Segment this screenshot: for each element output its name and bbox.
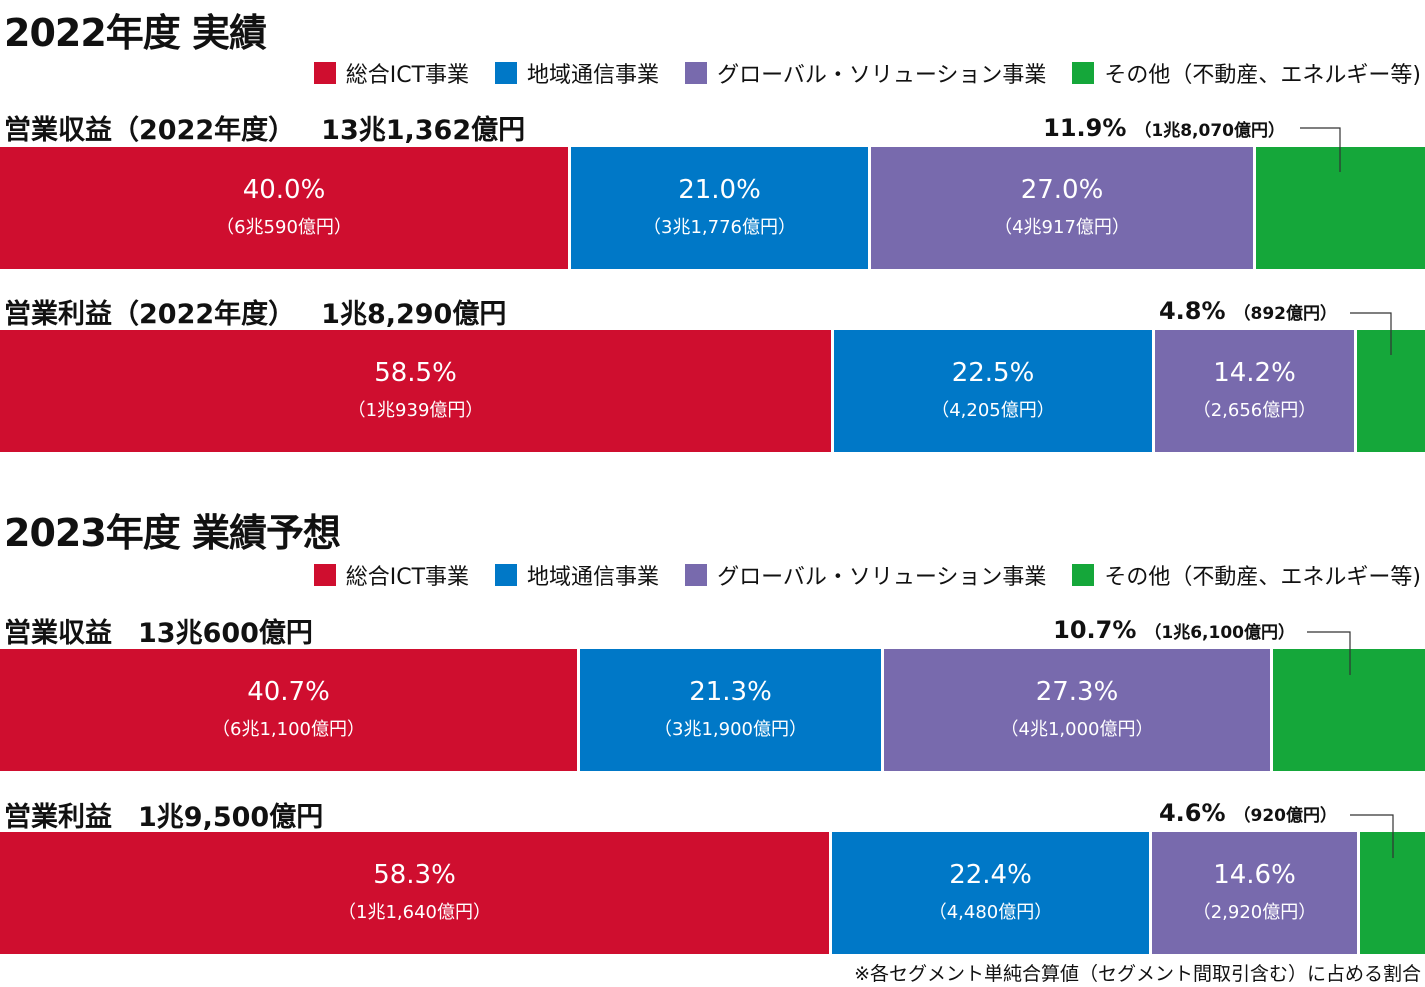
segment-pct: 27.0% xyxy=(1020,175,1104,205)
segment-amount: （1兆1,640億円） xyxy=(338,902,491,923)
section-title-2022: 2022年度 実績 xyxy=(4,11,267,55)
legend-swatch-global xyxy=(685,62,708,84)
segment-amount: （2,920億円） xyxy=(1192,902,1317,923)
other-callout: 4.8% （892億円） xyxy=(1159,297,1337,325)
other-amount: （892億円） xyxy=(1233,304,1338,324)
legend-item-global: グローバル・ソリューション事業 xyxy=(685,57,1046,89)
section-title-2023: 2023年度 業績予想 xyxy=(4,511,341,555)
bar-segment-ict: 58.3% （1兆1,640億円） xyxy=(0,832,829,954)
segment-pct: 21.0% xyxy=(678,175,761,205)
bar-segment-regional: 22.4% （4,480億円） xyxy=(832,832,1149,954)
legend-swatch-ict xyxy=(313,62,336,84)
legend-item-global: グローバル・ソリューション事業 xyxy=(685,559,1046,591)
legend-label-ict: 総合ICT事業 xyxy=(345,565,470,590)
segment-pct: 22.5% xyxy=(951,358,1035,388)
bar-segment-regional: 21.0% （3兆1,776億円） xyxy=(571,147,868,269)
stacked-bar: 58.5% （1兆939億円） 22.5% （4,205億円） 14.2% （2… xyxy=(0,330,1425,452)
other-pct: 10.7% xyxy=(1053,616,1137,644)
row-label: 営業利益 xyxy=(4,802,112,833)
stacked-bar: 58.3% （1兆1,640億円） 22.4% （4,480億円） 14.6% … xyxy=(0,832,1425,954)
legend-label-regional: 地域通信事業 xyxy=(527,565,660,590)
legend-swatch-global xyxy=(685,564,708,586)
legend-item-regional: 地域通信事業 xyxy=(495,559,659,591)
bar-segment-ict: 58.5% （1兆939億円） xyxy=(0,330,831,452)
footnote: ※各セグメント単純合算値（セグメント間取引含む）に占める割合 xyxy=(854,963,1421,985)
row-total: 1兆8,290億円 xyxy=(321,299,507,330)
other-callout: 10.7% （1兆6,100億円） xyxy=(1053,616,1295,644)
legend-label-global: グローバル・ソリューション事業 xyxy=(717,565,1047,590)
segment-amount: （2,656億円） xyxy=(1192,400,1317,421)
legend-swatch-other xyxy=(1072,564,1095,586)
legend-swatch-ict xyxy=(313,564,336,586)
segment-amount: （3兆1,776億円） xyxy=(643,217,796,238)
bar-segment-other xyxy=(1256,147,1425,269)
legend-item-regional: 地域通信事業 xyxy=(495,57,659,89)
other-pct: 4.8% xyxy=(1158,297,1226,325)
bar-segment-global: 27.3% （4兆1,000億円） xyxy=(884,649,1270,771)
other-callout: 4.6% （920億円） xyxy=(1159,799,1337,827)
segment-pct: 27.3% xyxy=(1035,677,1119,707)
other-pct: 4.6% xyxy=(1158,799,1226,827)
legend-swatch-regional xyxy=(495,62,518,84)
stacked-bar: 40.7% （6兆1,100億円） 21.3% （3兆1,900億円） 27.3… xyxy=(0,649,1425,771)
row-label: 営業利益（2022年度） xyxy=(4,299,296,330)
segment-pct: 22.4% xyxy=(949,860,1032,890)
segment-amount: （4兆1,000億円） xyxy=(1000,719,1154,740)
segment-amount: （4,205億円） xyxy=(931,400,1055,421)
bar-segment-ict: 40.7% （6兆1,100億円） xyxy=(0,649,577,771)
bar-segment-regional: 21.3% （3兆1,900億円） xyxy=(580,649,881,771)
legend-swatch-regional xyxy=(495,564,518,586)
legend-2022: 総合ICT事業 地域通信事業 グローバル・ソリューション事業 その他（不動産、エ… xyxy=(288,58,1421,88)
legend-2023: 総合ICT事業 地域通信事業 グローバル・ソリューション事業 その他（不動産、エ… xyxy=(288,560,1421,590)
segment-pct: 14.2% xyxy=(1213,358,1296,388)
row-total: 13兆600億円 xyxy=(138,618,313,649)
stacked-bar: 40.0% （6兆590億円） 21.0% （3兆1,776億円） 27.0% … xyxy=(0,147,1425,269)
segment-pct: 14.6% xyxy=(1213,860,1296,890)
legend-label-global: グローバル・ソリューション事業 xyxy=(717,63,1047,88)
legend-label-other: その他（不動産、エネルギー等) xyxy=(1104,565,1421,590)
bar-segment-global: 14.6% （2,920億円） xyxy=(1152,832,1357,954)
legend-label-other: その他（不動産、エネルギー等) xyxy=(1104,63,1421,88)
bar-segment-ict: 40.0% （6兆590億円） xyxy=(0,147,568,269)
row-title-revenue-2022: 営業収益（2022年度） 13兆1,362億円 xyxy=(4,108,525,147)
legend-label-regional: 地域通信事業 xyxy=(527,63,660,88)
row-label: 営業収益（2022年度） xyxy=(4,115,296,146)
other-amount: （920億円） xyxy=(1233,806,1338,826)
segment-amount: （4,480億円） xyxy=(928,902,1053,923)
legend-label-ict: 総合ICT事業 xyxy=(345,63,470,88)
legend-swatch-other xyxy=(1072,62,1095,84)
row-label: 営業収益 xyxy=(4,618,112,649)
legend-item-ict: 総合ICT事業 xyxy=(313,57,470,89)
segment-amount: （4兆917億円） xyxy=(994,217,1130,238)
bar-segment-regional: 22.5% （4,205億円） xyxy=(834,330,1152,452)
other-callout: 11.9% （1兆8,070億円） xyxy=(1043,114,1285,142)
row-title-revenue-2023: 営業収益 13兆600億円 xyxy=(4,611,313,650)
row-title-profit-2022: 営業利益（2022年度） 1兆8,290億円 xyxy=(4,292,506,331)
segment-amount: （3兆1,900億円） xyxy=(654,719,807,740)
bar-segment-other xyxy=(1273,649,1425,771)
bar-segment-other xyxy=(1360,832,1425,954)
other-pct: 11.9% xyxy=(1043,114,1127,142)
legend-item-other: その他（不動産、エネルギー等) xyxy=(1072,57,1421,89)
segment-amount: （6兆590億円） xyxy=(216,217,352,238)
segment-pct: 58.5% xyxy=(374,358,457,388)
legend-item-ict: 総合ICT事業 xyxy=(313,559,470,591)
segment-amount: （1兆939億円） xyxy=(347,400,484,421)
segment-pct: 40.0% xyxy=(242,175,326,205)
row-total: 13兆1,362億円 xyxy=(321,115,526,146)
segment-pct: 40.7% xyxy=(247,677,330,707)
other-amount: （1兆8,070億円） xyxy=(1134,121,1285,141)
bar-segment-global: 14.2% （2,656億円） xyxy=(1155,330,1354,452)
segment-amount: （6兆1,100億円） xyxy=(212,719,365,740)
bar-segment-other xyxy=(1357,330,1425,452)
other-amount: （1兆6,100億円） xyxy=(1144,623,1295,643)
segment-pct: 21.3% xyxy=(689,677,772,707)
legend-item-other: その他（不動産、エネルギー等) xyxy=(1072,559,1421,591)
row-title-profit-2023: 営業利益 1兆9,500億円 xyxy=(4,795,323,834)
row-total: 1兆9,500億円 xyxy=(138,802,324,833)
segment-pct: 58.3% xyxy=(373,860,456,890)
bar-segment-global: 27.0% （4兆917億円） xyxy=(871,147,1253,269)
